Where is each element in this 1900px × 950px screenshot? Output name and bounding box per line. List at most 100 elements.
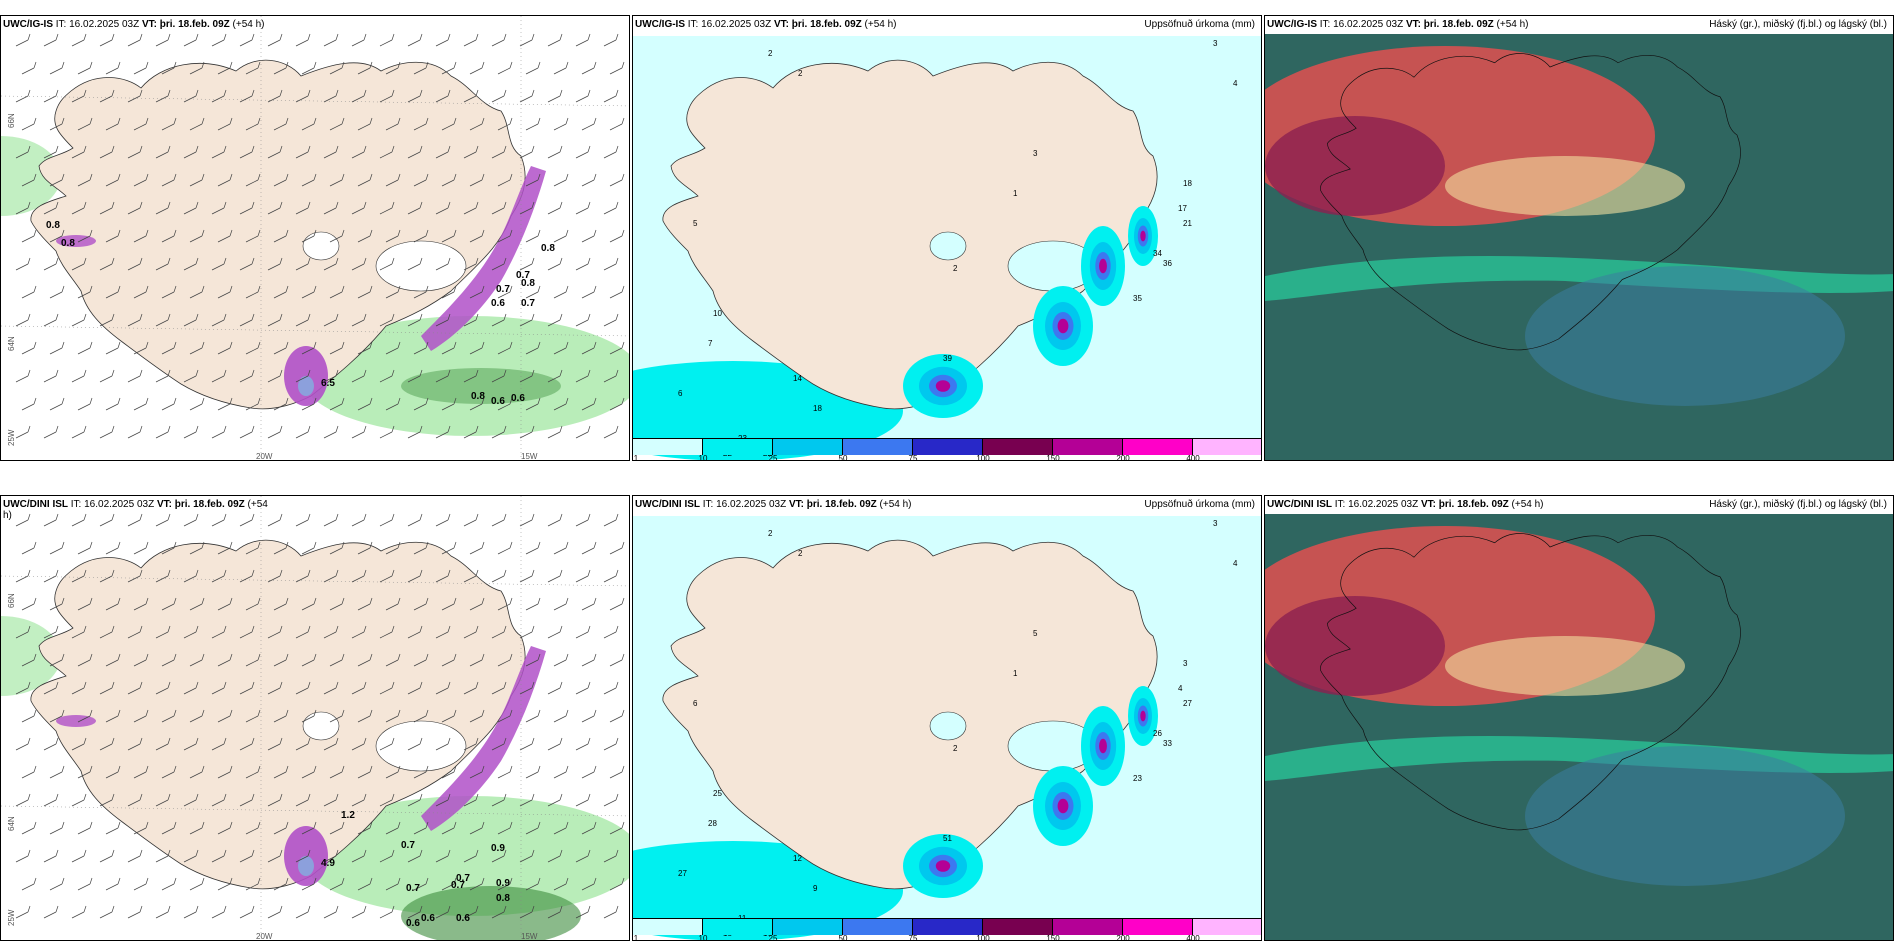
wind-barb — [267, 849, 283, 863]
wind-barb — [217, 285, 233, 299]
wind-barb — [603, 569, 619, 583]
wind-barb — [133, 653, 149, 667]
wind-barb — [217, 653, 233, 667]
colorbar-swatch — [1053, 919, 1123, 935]
wind-barb — [295, 681, 311, 695]
panel-header: UWC/DINI ISL IT: 16.02.2025 03Z VT: þri.… — [635, 499, 912, 510]
init-time: IT: 16.02.2025 03Z — [1317, 19, 1406, 30]
wind-barb — [385, 541, 401, 555]
wind-barb — [189, 709, 205, 723]
colorbar-label: 1 — [633, 454, 639, 461]
wind-barb — [155, 313, 171, 327]
wind-barb — [217, 61, 233, 75]
glacier — [929, 711, 967, 741]
wind-barb — [99, 681, 115, 695]
wind-barb — [245, 117, 261, 131]
wind-barb — [105, 173, 121, 187]
wind-barb — [183, 737, 199, 751]
wind-barb — [323, 681, 339, 695]
coastline — [1320, 53, 1741, 351]
wind-barb — [161, 397, 177, 411]
wind-barb — [581, 117, 597, 131]
lon-label: 20W — [256, 932, 273, 941]
land-iceland — [30, 59, 526, 410]
value-label: 6 — [693, 699, 698, 708]
value-label: 4.9 — [321, 858, 335, 869]
snow-area — [421, 166, 546, 351]
wind-barb — [273, 597, 289, 611]
wind-barb — [217, 229, 233, 243]
wind-barb — [351, 569, 367, 583]
wind-barb — [301, 117, 317, 131]
value-label: 0.8 — [541, 243, 555, 254]
wind-barb — [553, 117, 569, 131]
wind-barb — [239, 89, 255, 103]
wind-barb — [77, 397, 93, 411]
wind-barb — [15, 625, 31, 639]
wind-barb — [295, 625, 311, 639]
wind-barb — [547, 89, 563, 103]
wind-barb — [323, 625, 339, 639]
wind-barb — [603, 33, 619, 47]
value-label: 23 — [1133, 774, 1142, 783]
lon-label: 15W — [521, 452, 538, 461]
wind-barb — [413, 541, 429, 555]
wind-barb — [575, 793, 591, 807]
colorbar: 1 10 25 50 75 100 150 200 400 — [633, 918, 1261, 940]
wind-barb — [49, 229, 65, 243]
precip-area — [1099, 258, 1107, 274]
panel-header: UWC/IG-IS IT: 16.02.2025 03Z VT: þri. 18… — [635, 19, 897, 30]
wind-barb — [351, 905, 367, 919]
glacier — [302, 231, 340, 261]
wind-barb — [379, 849, 395, 863]
colorbar-swatch — [983, 919, 1053, 935]
wind-barb — [379, 793, 395, 807]
wind-barb — [133, 821, 149, 835]
wind-barb — [301, 877, 317, 891]
wind-barb — [463, 369, 479, 383]
wind-barb — [581, 285, 597, 299]
wind-barb — [295, 425, 311, 439]
wind-barb — [71, 905, 87, 919]
wind-barb — [43, 625, 59, 639]
wind-barb — [183, 145, 199, 159]
wind-barb — [469, 597, 485, 611]
value-label: 9 — [813, 884, 818, 893]
wind-barb — [351, 681, 367, 695]
wind-barb — [519, 905, 535, 919]
value-label: 33 — [1163, 739, 1172, 748]
wind-barb — [43, 201, 59, 215]
wind-barb — [15, 849, 31, 863]
wind-barb — [77, 61, 93, 75]
wind-barb — [77, 597, 93, 611]
snow-core — [298, 376, 314, 396]
land-iceland — [662, 539, 1158, 890]
wind-barb — [217, 709, 233, 723]
wind-barb — [497, 117, 513, 131]
wind-barb — [127, 257, 143, 271]
wind-barb — [351, 257, 367, 271]
wind-barb — [491, 849, 507, 863]
value-label: 17 — [1178, 204, 1187, 213]
value-label: 4 — [1178, 684, 1183, 693]
wind-barb — [351, 369, 367, 383]
precip-area — [1099, 738, 1107, 754]
wind-barb — [407, 369, 423, 383]
lead-time: (+54 h) — [1508, 499, 1544, 510]
wind-barb — [161, 653, 177, 667]
wind-barb — [99, 569, 115, 583]
value-label: 0.6 — [421, 913, 435, 924]
wind-barb — [491, 569, 507, 583]
wind-barb — [441, 653, 457, 667]
wind-barb — [329, 397, 345, 411]
wind-barb — [77, 117, 93, 131]
wind-barb — [323, 569, 339, 583]
wind-barb — [603, 513, 619, 527]
wind-barb — [155, 513, 171, 527]
wind-barb — [469, 117, 485, 131]
panel-header: UWC/DINI ISL IT: 16.02.2025 03Z VT: þri.… — [3, 499, 268, 521]
wind-barb — [323, 257, 339, 271]
colorbar-swatch — [913, 439, 983, 455]
wind-barb — [407, 313, 423, 327]
value-label: 0.9 — [496, 878, 510, 889]
